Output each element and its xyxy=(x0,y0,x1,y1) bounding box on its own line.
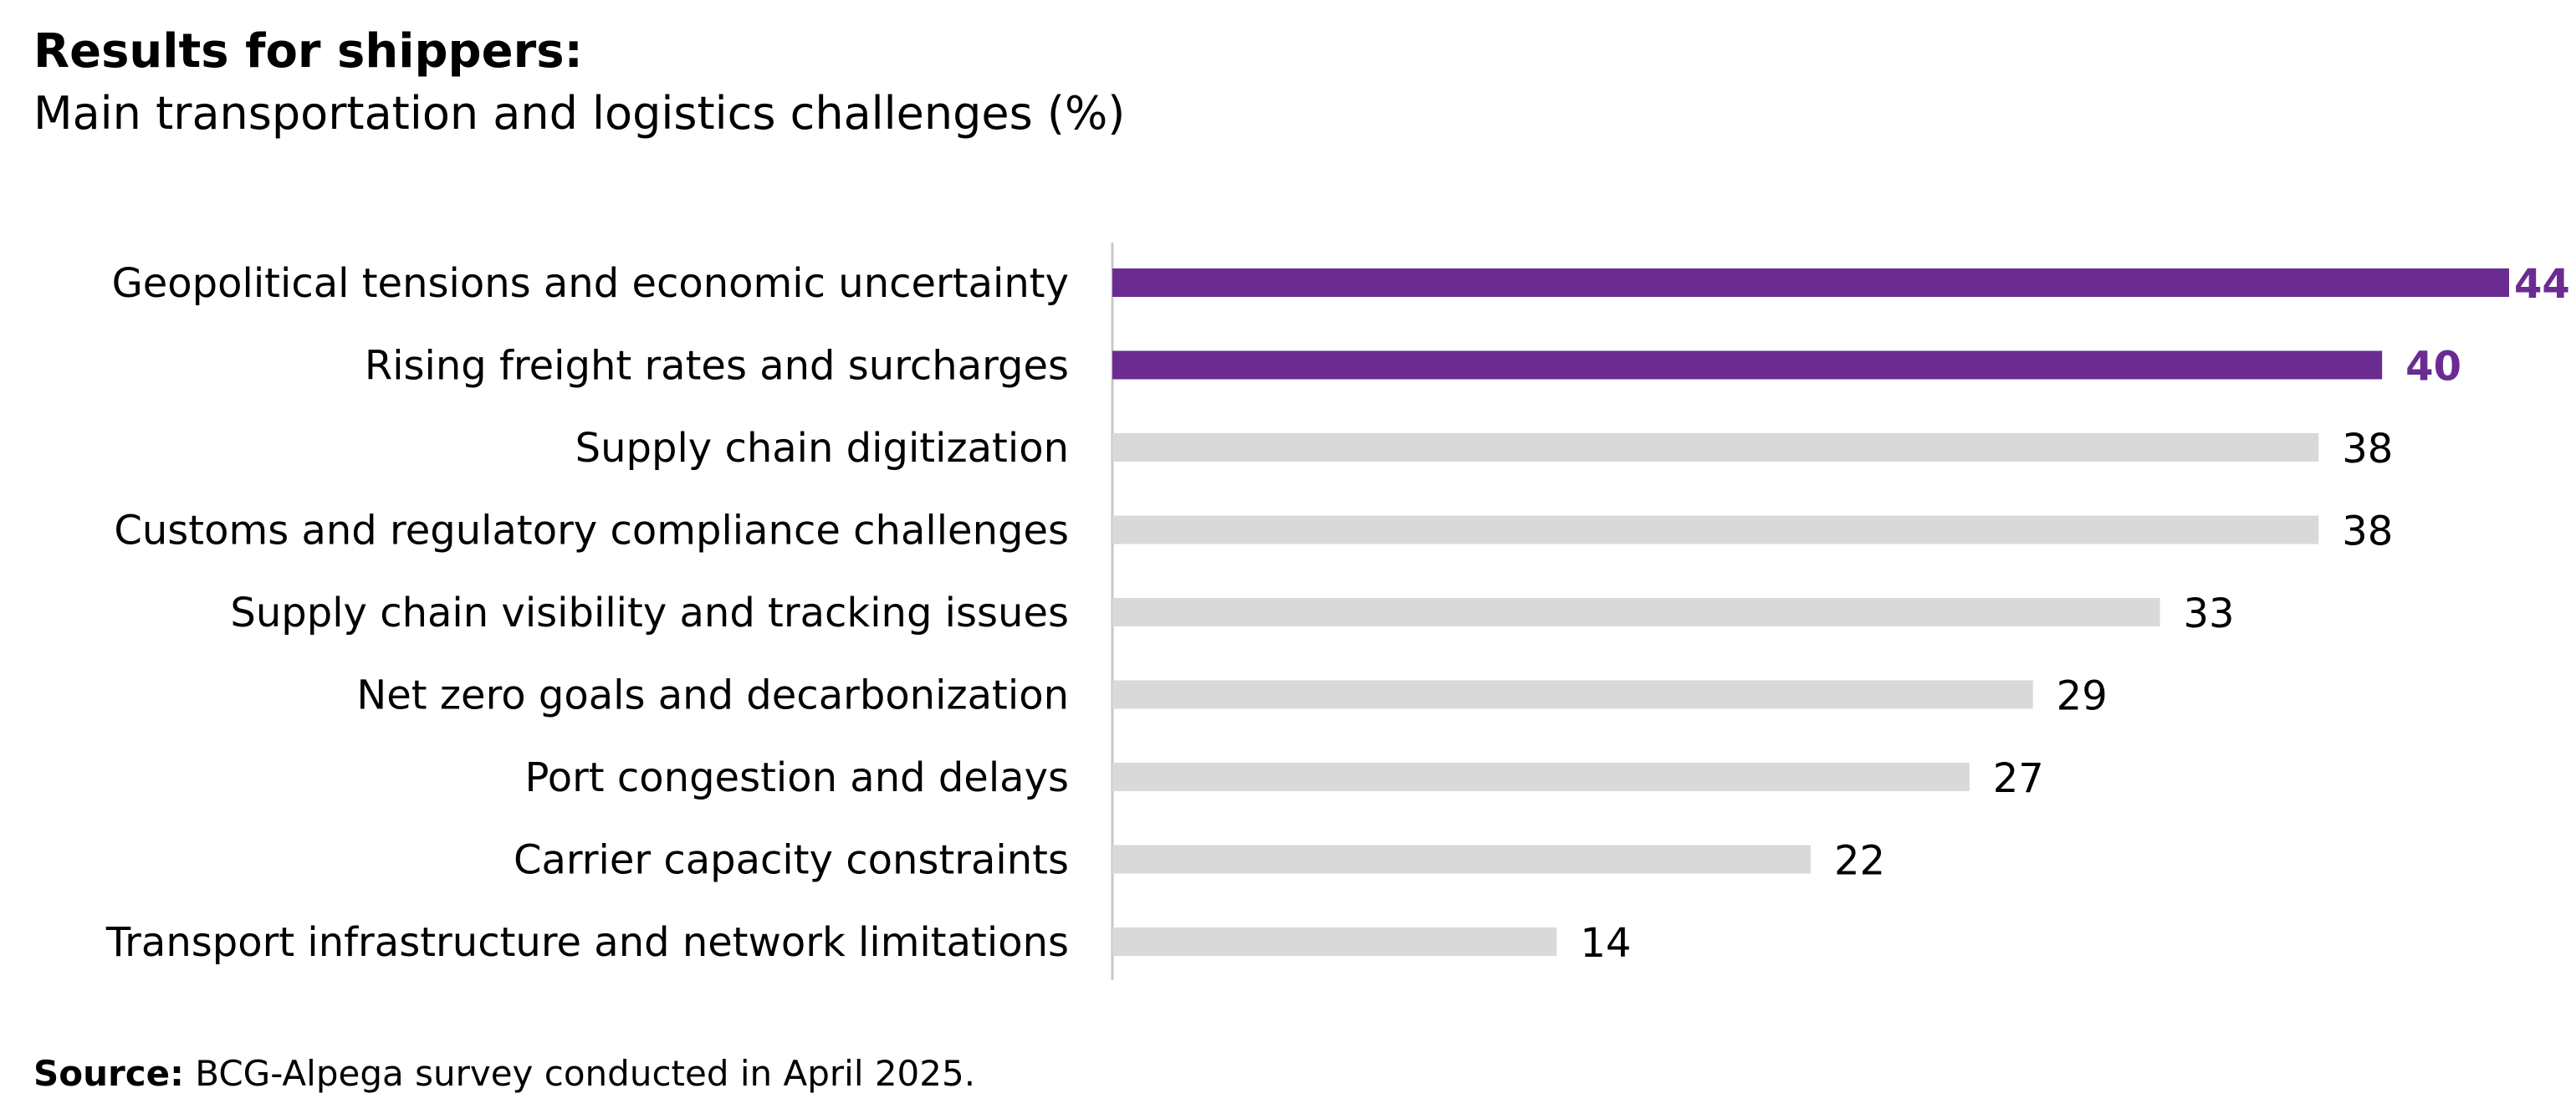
bar xyxy=(1112,268,2509,297)
bar xyxy=(1112,350,2383,380)
source-note: Source: BCG-Alpega survey conducted in A… xyxy=(33,1050,975,1097)
category-label: Supply chain visibility and tracking iss… xyxy=(230,590,1069,636)
category-label: Net zero goals and decarbonization xyxy=(356,672,1069,719)
bar xyxy=(1112,680,2033,709)
title-block: Results for shippers: Main transportatio… xyxy=(33,23,1125,147)
bar xyxy=(1112,763,1970,791)
source-text: BCG-Alpega survey conducted in April 202… xyxy=(183,1053,976,1094)
value-label: 38 xyxy=(2342,426,2393,473)
value-label: 27 xyxy=(1993,755,2044,802)
value-label: 22 xyxy=(1834,838,1885,885)
value-label: 29 xyxy=(2057,673,2108,720)
category-labels: Geopolitical tensions and economic uncer… xyxy=(105,260,1069,966)
bar xyxy=(1112,927,1557,956)
chart-title: Results for shippers: xyxy=(33,24,583,79)
source-label: Source: xyxy=(33,1053,184,1094)
category-label: Carrier capacity constraints xyxy=(514,837,1069,884)
category-label: Supply chain digitization xyxy=(575,425,1069,472)
category-label: Transport infrastructure and network lim… xyxy=(105,919,1069,966)
category-label: Customs and regulatory compliance challe… xyxy=(114,508,1069,554)
value-labels: 44 40 38 38 33 29 27 22 14 xyxy=(1580,261,2569,967)
chart-subtitle: Main transportation and logistics challe… xyxy=(33,87,1126,140)
category-label: Port congestion and delays xyxy=(524,754,1069,801)
category-label: Rising freight rates and surcharges xyxy=(365,343,1069,390)
bar xyxy=(1112,845,1811,874)
value-label: 38 xyxy=(2342,508,2393,555)
bar xyxy=(1112,598,2160,626)
value-label: 40 xyxy=(2405,344,2461,391)
bar xyxy=(1112,515,2319,544)
category-label: Geopolitical tensions and economic uncer… xyxy=(112,260,1069,307)
value-label: 14 xyxy=(1580,920,1631,967)
value-label: 44 xyxy=(2514,261,2570,308)
bar xyxy=(1112,433,2319,462)
value-label: 33 xyxy=(2184,590,2235,637)
bars-layer xyxy=(1112,268,2509,956)
